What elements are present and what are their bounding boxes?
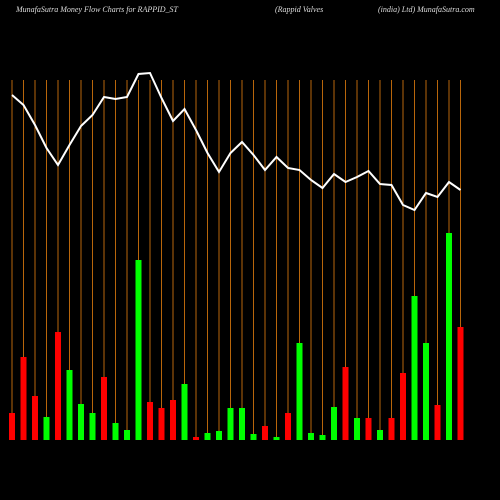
bar xyxy=(296,343,303,440)
bar xyxy=(89,413,96,440)
bar xyxy=(170,400,176,440)
bar xyxy=(319,435,326,440)
bar xyxy=(181,384,188,440)
bar xyxy=(227,408,234,440)
bar xyxy=(55,332,61,440)
bar xyxy=(112,423,119,440)
bar xyxy=(262,426,268,440)
chart-title: (india) Ltd) MunafaSutra.com xyxy=(378,5,475,14)
bar xyxy=(66,370,73,440)
bar xyxy=(342,367,349,440)
bar xyxy=(32,396,38,440)
chart-title: (Rappid Valves xyxy=(275,5,323,14)
bar xyxy=(193,437,199,440)
bar xyxy=(78,404,84,440)
bar xyxy=(411,296,418,440)
bar xyxy=(135,260,142,440)
bar xyxy=(377,430,383,440)
price-line xyxy=(11,71,462,212)
bar xyxy=(273,437,280,440)
bar xyxy=(124,430,130,440)
bar xyxy=(423,343,429,440)
bar xyxy=(285,413,291,440)
bar xyxy=(308,433,314,440)
bar xyxy=(204,433,211,440)
bar xyxy=(147,402,153,440)
bar xyxy=(9,413,15,440)
bar xyxy=(250,434,257,440)
bar xyxy=(457,327,464,440)
bar xyxy=(101,377,107,440)
bar xyxy=(400,373,406,440)
bar xyxy=(388,418,395,440)
bar xyxy=(434,405,441,440)
bar xyxy=(354,418,360,440)
bar xyxy=(20,357,27,440)
bar xyxy=(43,417,50,440)
bar xyxy=(216,431,222,440)
bar xyxy=(239,408,245,440)
chart-title: MunafaSutra Money Flow Charts for RAPPID… xyxy=(15,5,179,14)
bar xyxy=(446,233,452,440)
bar xyxy=(158,408,165,440)
bar xyxy=(365,418,372,440)
bar xyxy=(331,407,337,440)
